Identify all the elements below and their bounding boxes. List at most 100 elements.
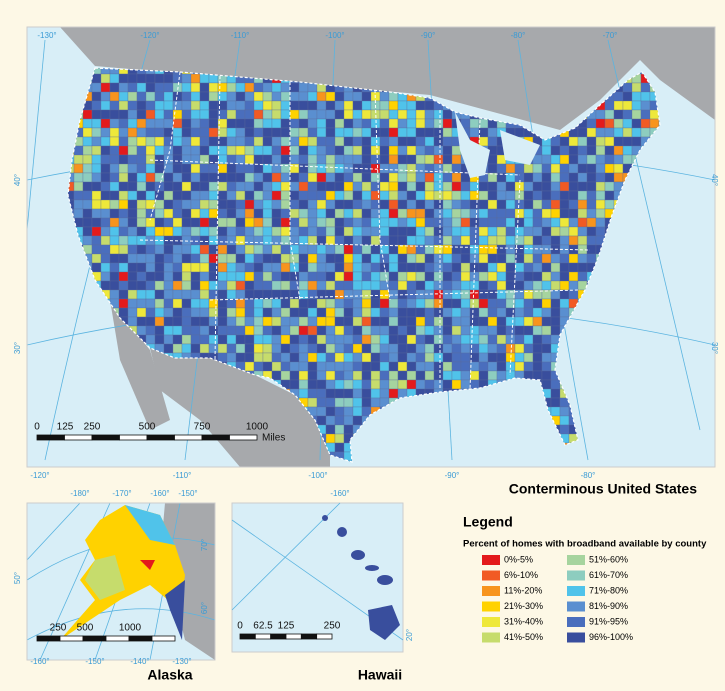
county — [208, 136, 219, 147]
county — [487, 253, 498, 264]
county — [325, 316, 336, 327]
county — [334, 163, 345, 174]
county — [541, 307, 552, 318]
county — [217, 145, 228, 156]
county — [307, 361, 318, 372]
county — [451, 325, 462, 336]
county — [118, 199, 129, 210]
county — [262, 289, 273, 300]
county — [406, 199, 417, 210]
county — [325, 109, 336, 120]
county — [136, 199, 147, 210]
county — [181, 298, 192, 309]
county — [559, 199, 570, 210]
county — [199, 73, 210, 84]
county — [577, 136, 588, 147]
county — [73, 163, 84, 174]
county — [127, 199, 138, 210]
county — [334, 100, 345, 111]
island — [351, 550, 365, 560]
county — [550, 289, 561, 300]
county — [280, 181, 291, 192]
county — [640, 118, 651, 129]
county — [631, 127, 642, 138]
county — [262, 307, 273, 318]
county — [109, 118, 120, 129]
county — [550, 181, 561, 192]
county — [253, 307, 264, 318]
county — [442, 271, 453, 282]
county — [433, 145, 444, 156]
county — [397, 154, 408, 165]
county — [307, 172, 318, 183]
county — [469, 118, 480, 129]
county — [550, 253, 561, 264]
county — [334, 442, 345, 453]
county — [172, 271, 183, 282]
county — [100, 253, 111, 264]
scale-label: 750 — [194, 422, 211, 433]
county — [334, 190, 345, 201]
county — [415, 343, 426, 354]
legend-swatch — [482, 632, 500, 643]
county — [325, 361, 336, 372]
county — [253, 262, 264, 273]
county — [298, 118, 309, 129]
county — [217, 325, 228, 336]
county — [280, 190, 291, 201]
county — [262, 334, 273, 345]
county — [298, 262, 309, 273]
county — [487, 163, 498, 174]
county — [100, 127, 111, 138]
county — [523, 361, 534, 372]
county — [91, 181, 102, 192]
county — [109, 100, 120, 111]
county — [208, 217, 219, 228]
county — [460, 379, 471, 390]
county — [397, 370, 408, 381]
county — [181, 271, 192, 282]
legend-swatch — [567, 617, 585, 627]
county — [316, 190, 327, 201]
county — [289, 253, 300, 264]
county — [271, 334, 282, 345]
county — [226, 127, 237, 138]
county — [109, 226, 120, 237]
county — [397, 100, 408, 111]
county — [253, 163, 264, 174]
county — [361, 262, 372, 273]
county — [307, 100, 318, 111]
county — [244, 271, 255, 282]
scale-segment — [105, 635, 130, 642]
county — [442, 226, 453, 237]
county — [631, 82, 642, 93]
county — [325, 199, 336, 210]
county — [262, 208, 273, 219]
county — [280, 298, 291, 309]
county — [388, 262, 399, 273]
county — [496, 361, 507, 372]
graticule-label: -150° — [178, 489, 197, 498]
county — [550, 154, 561, 165]
legend-label: 41%-50% — [504, 632, 543, 642]
county — [154, 244, 165, 255]
county — [262, 118, 273, 129]
county — [469, 127, 480, 138]
county — [397, 280, 408, 291]
county — [145, 316, 156, 327]
county — [316, 163, 327, 174]
county — [316, 127, 327, 138]
county — [316, 325, 327, 336]
county — [424, 316, 435, 327]
county — [127, 226, 138, 237]
hawaii-islands — [322, 515, 400, 640]
county — [289, 100, 300, 111]
county — [433, 226, 444, 237]
county — [352, 100, 363, 111]
county — [577, 271, 588, 282]
county — [289, 307, 300, 318]
county — [172, 136, 183, 147]
county — [199, 343, 210, 354]
county — [604, 172, 615, 183]
county — [406, 208, 417, 219]
